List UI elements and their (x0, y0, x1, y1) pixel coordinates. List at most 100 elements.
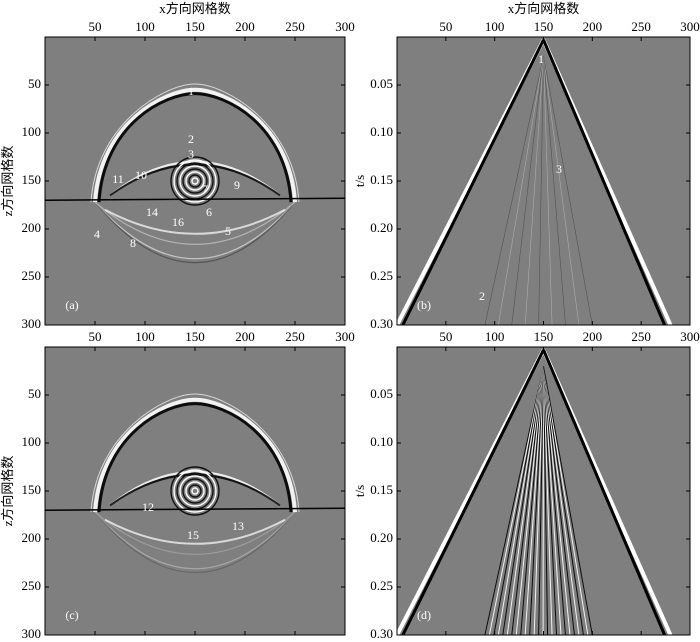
annotation: 1 (188, 84, 194, 98)
wavefront (93, 397, 297, 513)
wavefront (109, 163, 281, 197)
x-tick-label: 50 (89, 19, 102, 34)
wavefront (90, 83, 300, 203)
scatterer-ring (179, 475, 211, 507)
scattered-wave (543, 366, 584, 635)
scatterer-ring (191, 487, 199, 495)
y-tick-label: 0.20 (370, 220, 393, 235)
wavefield-image (397, 348, 673, 635)
scattered-wave (511, 56, 544, 325)
y-tick-label: 0.15 (370, 482, 393, 497)
scattered-wave (543, 366, 580, 635)
x-tick-label: 100 (485, 329, 505, 344)
annotation: 13 (232, 519, 244, 533)
scatterer-ring (170, 156, 220, 206)
x-tick-label: 300 (680, 329, 700, 344)
panel-label: (a) (65, 298, 78, 312)
y-tick-label: 0.05 (370, 76, 393, 91)
annotation: 16 (172, 215, 184, 229)
x-axis-label: x方向网格数 (508, 1, 580, 16)
y-tick-label: 50 (28, 76, 41, 91)
y-axis-label: z方向网格数 (0, 456, 15, 527)
annotation: 15 (187, 528, 199, 542)
plot-area (397, 37, 690, 325)
x-tick-label: 150 (185, 329, 205, 344)
scattered-wave (533, 366, 544, 635)
y-tick-label: 250 (22, 268, 42, 283)
x-tick-label: 50 (89, 329, 102, 344)
scattered-wave (524, 56, 544, 325)
scattered-wave (524, 366, 544, 635)
panel-label: (b) (417, 298, 431, 312)
annotation: 6 (206, 205, 212, 219)
x-tick-label: 50 (439, 19, 452, 34)
annotation: 3 (188, 147, 194, 161)
scattered-wave (506, 366, 544, 635)
annotation: 5 (225, 224, 231, 238)
x-tick-label: 300 (335, 329, 355, 344)
scatterer-ring (188, 174, 202, 188)
annotation: 9 (234, 178, 240, 192)
x-tick-label: 300 (680, 19, 700, 34)
annotation: 14 (146, 205, 158, 219)
x-tick-label: 200 (235, 19, 255, 34)
y-tick-label: 0.25 (370, 578, 393, 593)
scattered-wave (493, 366, 544, 635)
scattered-wave (497, 366, 544, 635)
y-tick-label: 50 (28, 386, 41, 401)
annotation: 10 (135, 168, 147, 182)
y-tick-label: 300 (22, 626, 42, 641)
scattered-wave (488, 366, 544, 635)
scatterer-ring (191, 177, 199, 185)
scattered-wave (543, 366, 571, 635)
scatterer-ring (182, 478, 208, 504)
interface-line (45, 197, 345, 201)
annotation: 11 (112, 172, 124, 186)
scatterer-ring (182, 168, 208, 194)
plot-area (45, 37, 345, 325)
wavefront (94, 511, 296, 573)
scatterer-ring (185, 481, 205, 501)
wavefront (109, 473, 281, 507)
scattered-wave (484, 366, 544, 635)
scattered-wave (543, 366, 562, 635)
wavefront (542, 39, 666, 325)
x-tick-label: 150 (185, 19, 205, 34)
y-tick-label: 250 (22, 578, 42, 593)
wavefront (97, 92, 293, 203)
y-axis-label: z方向网格数 (0, 146, 15, 217)
plot-area (45, 347, 345, 635)
scattered-wave (538, 56, 544, 325)
scattered-wave (543, 56, 593, 325)
y-tick-label: 0.10 (370, 434, 393, 449)
y-tick-label: 150 (22, 172, 42, 187)
x-tick-label: 250 (631, 19, 651, 34)
x-tick-label: 200 (583, 19, 603, 34)
scattered-wave (502, 366, 544, 635)
y-tick-label: 100 (22, 434, 42, 449)
interface-line (45, 507, 345, 511)
panel-label: (c) (65, 608, 78, 622)
y-tick-label: 0.25 (370, 268, 393, 283)
x-tick-label: 300 (335, 19, 355, 34)
y-tick-label: 0.05 (370, 386, 393, 401)
annotation: 1 (538, 52, 544, 66)
wavefield-image (45, 393, 345, 573)
scattered-wave (511, 366, 544, 635)
wavefront (542, 349, 666, 635)
scattered-wave (484, 56, 544, 325)
annotation: 4 (94, 227, 100, 241)
y-tick-label: 200 (22, 530, 42, 545)
annotation: 2 (188, 132, 194, 146)
x-tick-label: 100 (135, 19, 155, 34)
y-tick-label: 200 (22, 220, 42, 235)
wavefront (104, 208, 286, 235)
x-tick-label: 100 (485, 19, 505, 34)
scatterer-ring (179, 165, 211, 197)
scatterer-ring (185, 171, 205, 191)
y-axis-label: t/s (352, 485, 367, 497)
scattered-wave (543, 366, 553, 635)
y-tick-label: 0.30 (370, 626, 393, 641)
x-tick-label: 250 (285, 329, 305, 344)
scattered-wave (543, 366, 593, 635)
